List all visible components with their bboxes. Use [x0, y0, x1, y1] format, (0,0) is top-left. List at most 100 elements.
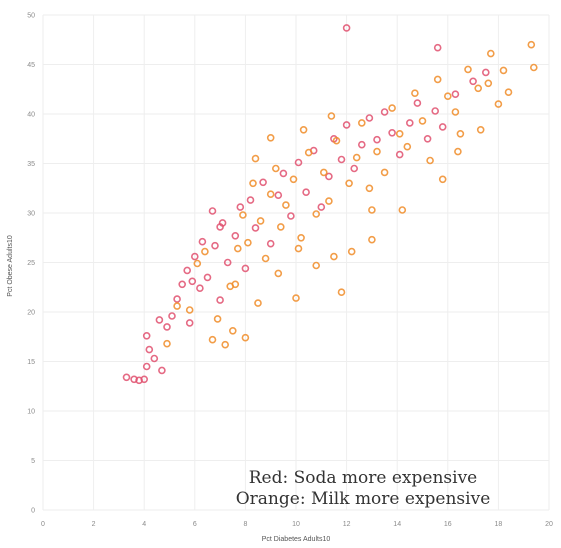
- data-point: [395, 150, 404, 159]
- y-tick-label: 45: [27, 62, 35, 69]
- data-point: [423, 135, 432, 143]
- series-1: [163, 40, 538, 349]
- data-point: [155, 316, 164, 324]
- data-point: [294, 158, 303, 167]
- data-point: [347, 247, 356, 256]
- data-point: [178, 280, 186, 289]
- data-point: [266, 190, 275, 198]
- data-point: [317, 203, 326, 211]
- data-point: [433, 75, 442, 84]
- x-tick-label: 2: [92, 521, 96, 528]
- data-point: [251, 154, 260, 163]
- data-point: [211, 241, 219, 250]
- data-point: [261, 254, 270, 263]
- data-point: [246, 196, 255, 204]
- data-point: [373, 147, 381, 156]
- data-point: [292, 294, 300, 302]
- x-tick-label: 10: [292, 521, 300, 528]
- data-point: [299, 126, 308, 134]
- data-point: [352, 153, 361, 162]
- data-point: [236, 203, 245, 211]
- y-tick-label: 25: [27, 260, 35, 267]
- y-tick-label: 0: [31, 508, 35, 515]
- data-point: [398, 206, 407, 214]
- data-point: [282, 201, 290, 209]
- data-point: [244, 238, 252, 247]
- data-point: [302, 188, 310, 196]
- data-point: [388, 104, 396, 112]
- data-point: [158, 366, 166, 375]
- data-point: [122, 373, 131, 382]
- data-point: [411, 89, 419, 97]
- x-tick-label: 18: [495, 521, 503, 528]
- data-point: [413, 99, 422, 107]
- data-point: [312, 210, 321, 218]
- x-tick-label: 20: [545, 521, 553, 528]
- data-point: [486, 49, 495, 58]
- data-point: [433, 43, 442, 52]
- data-point: [140, 375, 148, 384]
- grid-lines: [42, 14, 550, 511]
- data-point: [173, 302, 181, 310]
- data-point: [249, 179, 257, 188]
- data-point: [368, 235, 376, 244]
- data-point: [388, 129, 396, 137]
- data-point: [193, 259, 202, 268]
- data-point: [484, 79, 493, 88]
- data-point: [443, 92, 452, 100]
- data-point: [464, 65, 472, 74]
- x-tick-label: 6: [193, 521, 197, 528]
- data-point: [287, 212, 295, 220]
- data-point: [196, 284, 204, 293]
- data-point: [403, 142, 412, 151]
- x-tick-label: 4: [142, 521, 146, 528]
- data-point: [274, 269, 283, 278]
- data-point: [504, 88, 513, 96]
- data-point: [185, 319, 194, 327]
- data-point: [337, 288, 346, 297]
- data-point: [241, 264, 250, 273]
- y-tick-label: 50: [27, 13, 35, 20]
- data-point: [342, 121, 351, 129]
- y-tick-label: 35: [27, 161, 35, 168]
- data-point: [304, 148, 313, 157]
- data-point: [208, 207, 217, 215]
- data-point: [241, 333, 250, 342]
- data-point: [319, 168, 328, 177]
- data-point: [395, 130, 404, 138]
- data-point: [431, 107, 440, 115]
- y-axis-label: Pct Obese Adults10: [7, 235, 14, 297]
- data-point: [380, 108, 389, 116]
- data-point: [294, 244, 303, 253]
- data-point: [474, 84, 483, 93]
- data-point: [418, 117, 427, 125]
- data-point: [130, 375, 138, 384]
- data-point: [279, 169, 288, 178]
- data-point: [499, 66, 508, 75]
- data-point: [254, 299, 262, 307]
- data-point: [188, 277, 197, 286]
- data-point: [380, 168, 389, 177]
- x-tick-label: 8: [243, 521, 247, 528]
- annotation-orange: Orange: Milk more expensive: [236, 489, 491, 509]
- y-tick-labels: 0 5 10 15 20 25 30 35 40 45 50: [27, 13, 35, 515]
- data-point: [198, 237, 207, 246]
- data-point: [163, 339, 171, 348]
- data-point: [350, 164, 359, 173]
- x-tick-label: 12: [343, 521, 351, 528]
- x-tick-label: 14: [393, 521, 401, 528]
- y-tick-label: 20: [27, 310, 35, 317]
- data-point: [231, 232, 240, 240]
- data-point: [276, 223, 285, 231]
- x-tick-labels: 0 2 4 6 8 10 12 14 16 18 20: [41, 521, 553, 528]
- data-point: [451, 108, 460, 116]
- data-point: [438, 175, 447, 184]
- y-tick-label: 30: [27, 211, 35, 218]
- data-point: [208, 335, 217, 344]
- data-point: [183, 266, 191, 275]
- data-point: [469, 77, 477, 86]
- data-point: [229, 326, 237, 335]
- data-point: [173, 295, 181, 303]
- data-point: [357, 119, 366, 127]
